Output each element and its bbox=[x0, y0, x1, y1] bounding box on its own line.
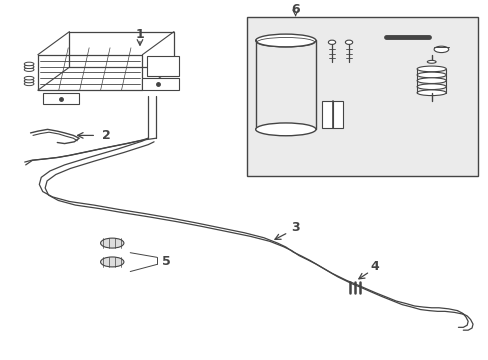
Ellipse shape bbox=[24, 62, 34, 66]
Text: 3: 3 bbox=[291, 221, 299, 234]
Ellipse shape bbox=[416, 66, 446, 72]
Ellipse shape bbox=[255, 34, 315, 47]
Ellipse shape bbox=[24, 68, 34, 71]
Text: 1: 1 bbox=[135, 28, 144, 41]
Bar bbox=[42, 93, 79, 104]
Ellipse shape bbox=[101, 257, 123, 267]
Text: 6: 6 bbox=[291, 3, 299, 16]
Ellipse shape bbox=[427, 60, 435, 63]
Text: 4: 4 bbox=[370, 260, 378, 273]
Ellipse shape bbox=[416, 72, 446, 78]
Text: 5: 5 bbox=[162, 256, 171, 269]
Ellipse shape bbox=[255, 123, 315, 136]
Ellipse shape bbox=[433, 46, 448, 53]
Bar bbox=[147, 57, 179, 76]
Ellipse shape bbox=[328, 40, 335, 44]
Ellipse shape bbox=[24, 65, 34, 68]
Ellipse shape bbox=[24, 82, 34, 86]
Text: 2: 2 bbox=[102, 129, 110, 142]
Bar bbox=[142, 78, 179, 90]
Ellipse shape bbox=[416, 90, 446, 96]
Ellipse shape bbox=[24, 79, 34, 83]
FancyBboxPatch shape bbox=[246, 17, 477, 176]
Ellipse shape bbox=[25, 78, 33, 84]
Ellipse shape bbox=[101, 238, 123, 248]
Bar bbox=[332, 101, 342, 127]
Ellipse shape bbox=[25, 64, 33, 70]
Ellipse shape bbox=[24, 76, 34, 80]
Ellipse shape bbox=[345, 40, 352, 44]
Ellipse shape bbox=[416, 84, 446, 90]
Bar bbox=[322, 101, 332, 127]
Ellipse shape bbox=[416, 78, 446, 84]
